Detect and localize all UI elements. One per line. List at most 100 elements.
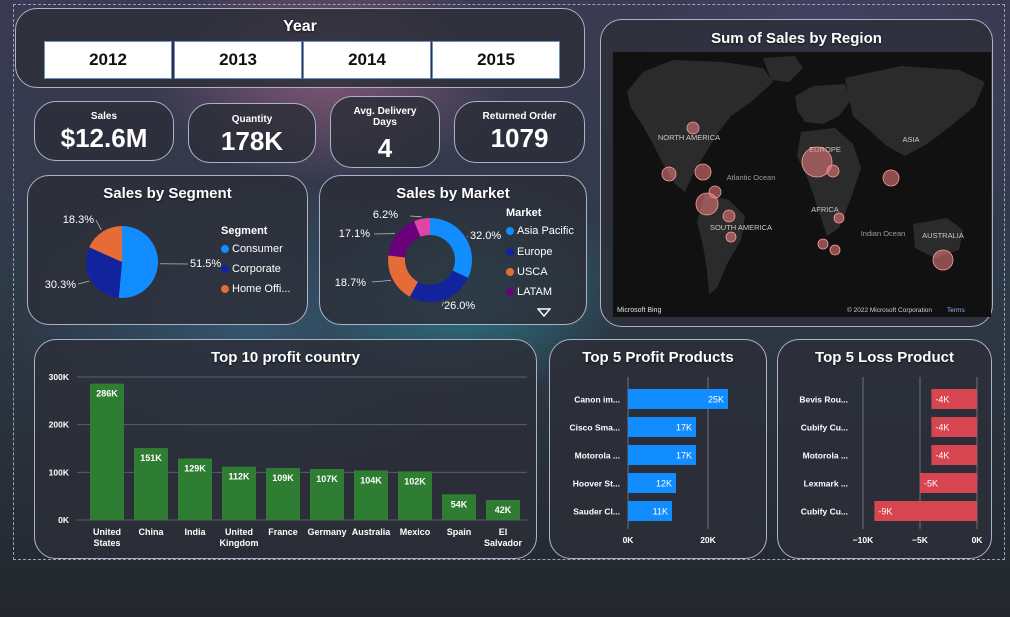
bar-data-label: 112K <box>228 472 250 482</box>
north-america-shape <box>627 60 773 192</box>
pie-data-label: 17.1% <box>339 228 370 240</box>
pie-slice[interactable] <box>414 218 430 237</box>
bar[interactable] <box>628 389 728 409</box>
loss-products-bar-chart: −10K −5K 0K -4K Bevis Rou... -4K Cubify Cu... -… <box>799 377 983 545</box>
kpi-sales-label: Sales <box>90 111 118 122</box>
map-bubble <box>722 209 736 223</box>
year-2014-button[interactable]: 2014 <box>303 41 431 79</box>
x-tick-label: 0K <box>623 535 635 545</box>
y-category-label: Lexmark ... <box>804 479 848 489</box>
map-label-indian-ocean: Indian Ocean <box>861 229 906 238</box>
bar[interactable] <box>931 389 977 409</box>
x-tick-label: States <box>93 538 120 548</box>
year-slicer-card: Year 2012 2013 2014 2015 <box>15 8 585 88</box>
x-tick-label: Mexico <box>400 527 431 537</box>
legend-item-consumer[interactable]: Consumer <box>221 243 283 255</box>
bar-data-label: -4K <box>935 451 949 461</box>
pie-data-label: 18.3% <box>63 214 94 226</box>
bar[interactable] <box>178 458 212 520</box>
x-tick-label: China <box>138 527 164 537</box>
bar[interactable] <box>398 471 432 520</box>
year-2015-button[interactable]: 2015 <box>432 41 560 79</box>
legend-label: Corporate <box>232 263 281 275</box>
map-bubble <box>826 164 840 178</box>
legend-item-europe[interactable]: Europe <box>506 246 552 258</box>
y-category-label: Motorola ... <box>803 451 848 461</box>
bar[interactable] <box>222 466 256 520</box>
pie-leader-line <box>441 301 444 307</box>
legend-dot-icon <box>221 265 229 273</box>
map-label-africa: AFRICA <box>811 205 839 214</box>
bar[interactable] <box>628 473 676 493</box>
legend-dot-icon <box>221 285 229 293</box>
pie-leader-line <box>95 219 102 231</box>
bar[interactable] <box>628 445 696 465</box>
map-label-atlantic: Atlantic Ocean <box>727 173 776 182</box>
bar[interactable] <box>931 445 977 465</box>
kpi-delivery-label: Avg. Delivery Days <box>353 106 417 128</box>
pie-slice[interactable] <box>388 221 421 258</box>
bar[interactable] <box>486 499 520 520</box>
y-category-label: Cisco Sma... <box>569 423 620 433</box>
segment-legend-title: Segment <box>221 225 268 237</box>
year-2012-button[interactable]: 2012 <box>44 41 172 79</box>
bar[interactable] <box>90 383 124 520</box>
x-tick-label: United <box>93 527 121 537</box>
pie-slice[interactable] <box>89 226 122 262</box>
bar[interactable] <box>310 468 344 520</box>
pie-slice[interactable] <box>388 255 418 297</box>
x-tick-label: United <box>225 527 253 537</box>
map-card: Sum of Sales by Region NORTH AMERICA Atl… <box>600 19 993 327</box>
legend-item-latam[interactable]: LATAM <box>506 286 552 298</box>
map-bubble <box>725 231 737 243</box>
bar[interactable] <box>628 501 672 521</box>
legend-item-asia-pacific[interactable]: Asia Pacific <box>506 225 574 237</box>
bar[interactable] <box>874 501 977 521</box>
legend-item-home-office[interactable]: Home Offi... <box>221 283 290 295</box>
kpi-quantity-label: Quantity <box>231 114 273 125</box>
y-category-label: Hoover St... <box>573 479 620 489</box>
legend-label: Home Offi... <box>232 283 291 295</box>
pie-slice[interactable] <box>86 247 122 298</box>
bar-data-label: 54K <box>451 499 468 509</box>
map-terms-link[interactable]: Terms <box>947 307 965 314</box>
y-category-label: Motorola ... <box>575 451 620 461</box>
bar[interactable] <box>628 417 696 437</box>
x-tick-label: Spain <box>447 527 472 537</box>
pie-slice[interactable] <box>409 270 469 302</box>
bar-data-label: -4K <box>935 423 949 433</box>
y-category-label: Sauder Cl... <box>573 507 620 517</box>
y-tick-label: 100K <box>49 467 70 477</box>
map-label-south-america: SOUTH AMERICA <box>710 223 772 232</box>
pie-slice[interactable] <box>430 218 472 278</box>
x-tick-label: El <box>499 527 508 537</box>
year-2013-button[interactable]: 2013 <box>174 41 302 79</box>
bar-data-label: -5K <box>924 479 938 489</box>
market-chart-card: Sales by Market 32.0% 26.0% 18.7% 17.1% 6.2%… <box>319 175 587 325</box>
map-bubble <box>801 146 833 178</box>
bar[interactable] <box>920 473 977 493</box>
bar-data-label: 17K <box>676 423 692 433</box>
bar[interactable] <box>134 448 168 520</box>
bar-data-label: -4K <box>935 395 949 405</box>
legend-item-usca[interactable]: USCA <box>506 266 548 278</box>
bar[interactable] <box>442 494 476 520</box>
loss-products-card: Top 5 Loss Product −10K −5K 0K -4K Bevis Rou… <box>777 339 992 559</box>
legend-item-corporate[interactable]: Corporate <box>221 263 281 275</box>
world-map: NORTH AMERICA Atlantic Ocean EUROPE ASIA… <box>613 52 991 317</box>
bar[interactable] <box>266 468 300 520</box>
legend-scroll-down-icon[interactable] <box>537 308 551 317</box>
segment-chart-card: Sales by Segment 51.5% 30.3% 18.3% Segment… <box>27 175 308 325</box>
asia-shape <box>845 66 985 156</box>
bar-data-label: 17K <box>676 451 692 461</box>
pie-slice[interactable] <box>118 226 159 298</box>
australia-shape <box>913 218 963 258</box>
bar-data-label: 25K <box>708 395 724 405</box>
x-tick-label: −5K <box>912 535 929 545</box>
x-tick-label: Kingdom <box>220 538 259 548</box>
bar[interactable] <box>354 470 388 520</box>
sales-region-map[interactable]: NORTH AMERICA Atlantic Ocean EUROPE ASIA… <box>613 52 991 317</box>
bar-data-label: 42K <box>495 505 512 515</box>
bar[interactable] <box>931 417 977 437</box>
bar-data-label: 109K <box>272 473 294 483</box>
